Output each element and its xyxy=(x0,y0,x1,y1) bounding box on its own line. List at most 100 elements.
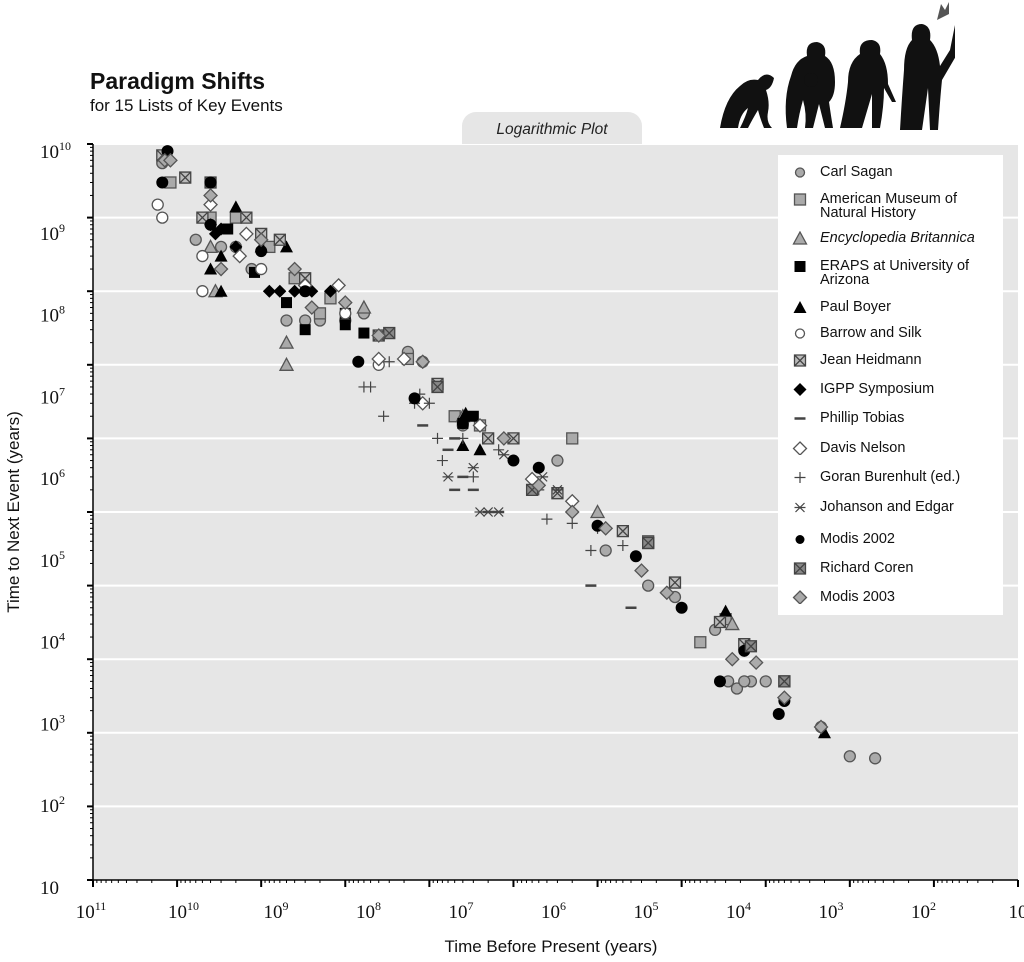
data-point xyxy=(531,477,547,493)
data-point xyxy=(496,430,512,446)
data-point xyxy=(229,200,243,213)
data-point xyxy=(304,300,320,315)
legend-item: Davis Nelson xyxy=(792,441,905,455)
x-tick-label: 106 xyxy=(541,899,566,923)
data-point xyxy=(280,314,293,327)
data-point xyxy=(313,307,327,320)
series-goran-burenhult-ed- xyxy=(358,356,629,556)
data-point xyxy=(163,152,178,168)
data-point xyxy=(255,245,268,258)
data-point xyxy=(616,524,630,538)
data-point xyxy=(442,471,454,482)
legend-marker-icon xyxy=(794,167,806,178)
legend-marker-icon xyxy=(793,354,807,367)
data-point xyxy=(189,233,202,246)
legend-item: Jean Heidmann xyxy=(792,353,922,367)
legend-item: Modis 2003 xyxy=(792,590,895,604)
data-point xyxy=(634,563,649,578)
legend-item: Johanson and Edgar xyxy=(792,500,954,514)
data-point xyxy=(668,576,682,589)
data-point xyxy=(371,351,387,367)
legend-label: Carl Sagan xyxy=(820,164,893,180)
legend-marker-icon xyxy=(792,231,808,245)
legend-item: American Museum of Natural History xyxy=(792,192,1000,220)
chart-title: Paradigm Shifts xyxy=(90,68,266,94)
chart-legend: Carl Sagan American Museum of Natural His… xyxy=(778,155,1003,615)
legend-item: Modis 2002 xyxy=(792,532,895,546)
legend-label: Encyclopedia Britannica xyxy=(820,230,975,246)
data-point xyxy=(776,690,792,706)
data-point xyxy=(288,284,302,298)
legend-label: Johanson and Edgar xyxy=(820,499,954,515)
x-tick-label: 1011 xyxy=(76,899,107,923)
data-point xyxy=(598,520,614,536)
data-point xyxy=(843,750,856,763)
data-point xyxy=(253,232,269,248)
data-point xyxy=(432,432,444,444)
y-tick-label: 103 xyxy=(40,711,65,735)
x-tick-label: 1010 xyxy=(168,899,199,923)
legend-marker-icon xyxy=(793,193,807,206)
series-paul-boyer xyxy=(204,200,832,739)
legend-marker xyxy=(793,562,807,575)
data-point xyxy=(204,262,218,275)
legend-marker xyxy=(792,441,808,455)
data-point xyxy=(744,640,758,653)
y-axis-label: Time to Next Event (years) xyxy=(4,411,23,613)
data-point xyxy=(249,266,261,278)
data-point xyxy=(617,540,629,552)
data-point xyxy=(566,432,579,445)
legend-marker-icon xyxy=(794,417,806,420)
data-point xyxy=(659,585,675,601)
x-tick-label: 104 xyxy=(726,899,751,923)
data-point xyxy=(396,351,412,367)
legend-marker-icon xyxy=(793,562,807,575)
legend-marker-icon xyxy=(794,328,806,339)
data-point xyxy=(378,410,390,422)
data-point xyxy=(436,455,448,467)
data-point xyxy=(352,355,365,368)
data-point xyxy=(196,249,209,263)
data-point xyxy=(467,471,479,483)
data-point xyxy=(280,297,292,309)
data-point xyxy=(482,507,494,517)
data-point xyxy=(532,461,545,474)
y-tick-label: 105 xyxy=(40,548,65,572)
y-tick-label: 1010 xyxy=(40,139,71,163)
legend-marker xyxy=(792,231,808,245)
data-point xyxy=(759,675,772,688)
legend-label: Davis Nelson xyxy=(820,440,906,456)
legend-label: Paul Boyer xyxy=(820,299,891,315)
data-point xyxy=(151,198,164,211)
data-point xyxy=(473,443,487,456)
data-point xyxy=(202,239,219,254)
data-point xyxy=(772,708,785,721)
series-encyclopedia-britannica xyxy=(202,239,740,631)
x-tick-label: 10 xyxy=(1009,902,1024,923)
legend-marker-icon xyxy=(794,261,806,272)
data-point xyxy=(457,432,469,444)
data-point xyxy=(629,550,642,563)
legend-item: Paul Boyer xyxy=(792,300,891,314)
legend-label: Barrow and Silk xyxy=(820,325,922,341)
legend-marker xyxy=(794,472,806,483)
data-point xyxy=(331,277,347,293)
data-point xyxy=(493,444,505,456)
data-point xyxy=(675,601,688,614)
data-point xyxy=(642,579,655,592)
data-point xyxy=(724,616,740,631)
legend-item: ERAPS at University of Arizona xyxy=(792,259,1000,287)
data-point xyxy=(467,410,479,422)
data-point xyxy=(599,544,612,557)
data-point xyxy=(156,176,169,189)
data-point xyxy=(456,439,470,452)
data-point xyxy=(339,319,351,331)
legend-marker-icon xyxy=(793,383,807,396)
data-point xyxy=(238,226,254,242)
x-tick-label: 102 xyxy=(911,899,936,923)
data-point xyxy=(214,249,228,262)
data-point xyxy=(204,176,217,189)
y-tick-label: 104 xyxy=(40,630,65,654)
y-tick-label: 109 xyxy=(40,221,65,245)
legend-marker xyxy=(792,590,808,604)
